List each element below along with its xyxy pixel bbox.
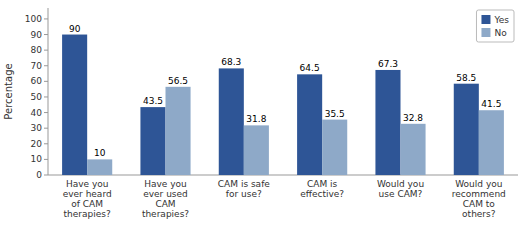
legend-swatch — [481, 28, 490, 37]
bar — [375, 70, 400, 175]
data-label: 32.8 — [403, 113, 423, 123]
bar — [297, 74, 322, 175]
y-axis-label: Percentage — [3, 63, 14, 119]
y-tick — [44, 50, 48, 51]
data-label: 58.5 — [456, 73, 476, 83]
y-axis-line — [48, 8, 49, 175]
data-label: 64.5 — [300, 63, 320, 73]
y-tick — [44, 128, 48, 129]
x-tick-label-line: effective? — [300, 189, 344, 199]
data-label: 41.5 — [481, 99, 501, 109]
y-tick — [44, 34, 48, 35]
data-label: 68.3 — [221, 57, 241, 67]
legend-swatch — [481, 15, 490, 24]
x-tick-label-line: for use? — [226, 189, 262, 199]
y-tick-label: 80 — [31, 45, 43, 55]
bar — [401, 124, 426, 175]
bar — [87, 159, 112, 175]
y-tick — [44, 65, 48, 66]
y-tick — [44, 96, 48, 97]
y-tick-label: 30 — [31, 123, 43, 133]
bar — [166, 87, 191, 175]
x-tick-label-line: of CAM — [71, 199, 103, 209]
bar — [479, 110, 504, 175]
legend: Yes No — [476, 10, 514, 42]
legend-label: Yes — [493, 15, 509, 25]
y-tick — [44, 143, 48, 144]
x-axis: Have youever heardof CAMtherapies?Have y… — [63, 179, 506, 219]
data-label: 90 — [69, 24, 81, 34]
y-tick-label: 0 — [36, 170, 42, 180]
bar — [140, 107, 165, 175]
x-tick-label-line: Have you — [66, 179, 109, 189]
x-tick-label-line: ever heard — [63, 189, 112, 199]
x-tick-label-line: others? — [462, 209, 496, 219]
bar — [244, 125, 269, 175]
data-label: 31.8 — [246, 114, 266, 124]
bar — [322, 120, 347, 175]
x-tick-label-line: CAM — [155, 199, 175, 209]
y-tick-label: 70 — [31, 61, 43, 71]
bar — [62, 35, 87, 175]
y-tick — [44, 159, 48, 160]
y-tick-label: 50 — [31, 92, 43, 102]
x-tick-label: Have youever usedCAMtherapies? — [142, 179, 189, 219]
y-tick — [44, 112, 48, 113]
x-tick-label-line: Have you — [144, 179, 187, 189]
y-tick-label: 100 — [25, 14, 42, 24]
y-tick — [44, 18, 48, 19]
x-tick-label: CAM is safefor use? — [218, 179, 270, 199]
x-tick-label-line: CAM to — [463, 199, 496, 209]
x-tick-label: Would yourecommendCAM toothers? — [452, 179, 506, 219]
y-tick — [44, 175, 48, 176]
x-tick-label: Have youever heardof CAMtherapies? — [63, 179, 112, 219]
y-tick-label: 60 — [31, 76, 43, 86]
x-tick-label-line: CAM is — [307, 179, 338, 189]
bars — [62, 35, 504, 175]
data-label: 35.5 — [325, 109, 345, 119]
data-label: 43.5 — [143, 96, 163, 106]
data-label: 10 — [94, 148, 106, 158]
y-tick-label: 40 — [31, 108, 43, 118]
y-tick-label: 20 — [31, 139, 43, 149]
x-tick-label-line: Would you — [377, 179, 424, 189]
y-axis: 0 10 20 30 40 50 60 70 80 90 100 — [25, 8, 518, 180]
legend-label: No — [494, 28, 507, 38]
x-axis-line — [48, 175, 518, 176]
x-tick-label-line: Would you — [455, 179, 502, 189]
x-tick-label-line: therapies? — [64, 209, 111, 219]
data-label: 67.3 — [378, 59, 398, 69]
y-tick — [44, 81, 48, 82]
x-tick-label-line: use CAM? — [379, 189, 423, 199]
data-label: 56.5 — [168, 76, 188, 86]
x-tick-label-line: therapies? — [142, 209, 189, 219]
x-tick-label-line: ever used — [143, 189, 188, 199]
chart: 0 10 20 30 40 50 60 70 80 90 100 Percentage 90 43.5 68… — [0, 0, 528, 227]
y-tick-label: 10 — [31, 154, 43, 164]
y-tick-label: 90 — [31, 30, 43, 40]
data-labels: 90 43.5 68.3 64.5 67.3 58.5 10 56.5 31.8 35.5 32.8… — [69, 24, 501, 159]
x-tick-label-line: recommend — [452, 189, 506, 199]
x-tick-label: CAM iseffective? — [300, 179, 344, 199]
x-tick-label: Would youuse CAM? — [377, 179, 424, 199]
bar — [454, 84, 479, 175]
bar — [219, 68, 244, 175]
legend-box — [476, 10, 514, 42]
x-tick-label-line: CAM is safe — [218, 179, 270, 189]
